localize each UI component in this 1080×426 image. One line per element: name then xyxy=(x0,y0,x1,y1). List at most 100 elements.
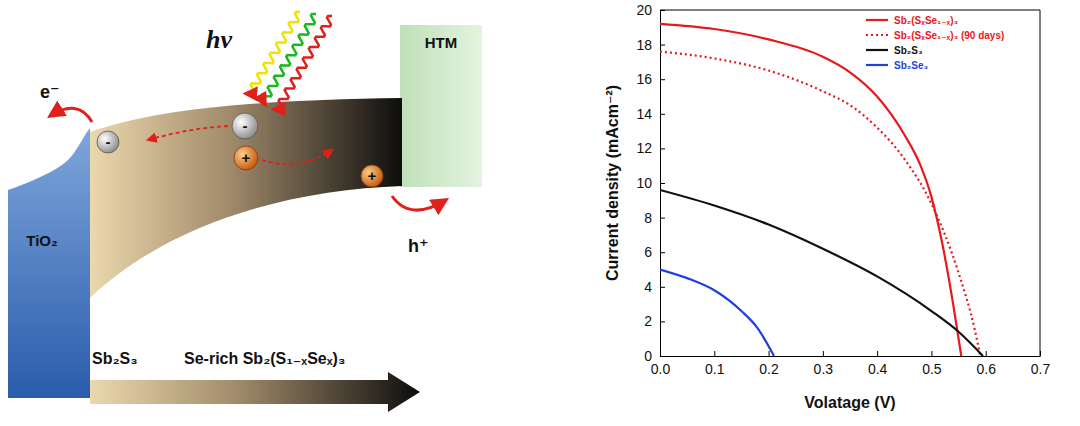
tick-label: 18 xyxy=(636,37,652,53)
tick-label: 0.6 xyxy=(976,361,996,377)
tick-label: 0.0 xyxy=(651,361,671,377)
tick-label: 6 xyxy=(644,244,652,260)
light-wave xyxy=(274,16,332,109)
tick: 18 xyxy=(636,37,665,53)
hole-label: h⁺ xyxy=(408,236,429,256)
tick-mark xyxy=(1040,351,1041,356)
plot-frame xyxy=(660,10,1040,11)
tick: 4 xyxy=(644,279,665,295)
legend-swatch xyxy=(866,64,888,66)
tick-label: 0.2 xyxy=(759,361,779,377)
tick-label: 0.4 xyxy=(868,361,888,377)
legend-swatch xyxy=(866,19,888,21)
x-axis: 0.0 0.1 0.2 0.3 0.4 0.5 0.6 0.7 xyxy=(651,351,1051,377)
y-axis: 0 2 4 6 8 10 12 14 16 18 20 xyxy=(636,2,665,364)
tick-label: 0.1 xyxy=(705,361,725,377)
tick: 0.4 xyxy=(868,351,888,377)
tick: 20 xyxy=(636,2,665,18)
tick-mark xyxy=(769,351,770,356)
tick-mark xyxy=(660,183,665,184)
legend-swatch xyxy=(866,49,888,51)
tick-label: 12 xyxy=(636,140,652,156)
series-line xyxy=(660,270,774,357)
electron-extraction xyxy=(50,108,92,122)
tick-mark xyxy=(660,356,665,357)
gradient-arrow xyxy=(90,372,420,412)
plot-lines xyxy=(660,24,983,356)
y-axis-title: Current density (mAcm⁻²) xyxy=(604,85,621,281)
tick-label: 20 xyxy=(636,2,652,18)
hole-extraction xyxy=(392,196,446,210)
tick-mark xyxy=(660,321,665,322)
tick-mark xyxy=(660,114,665,115)
htm-label: HTM xyxy=(425,34,458,51)
tick: 0.3 xyxy=(814,351,834,377)
legend: Sb₂(SₓSe₁₋ₓ)₃ Sb₂(SₓSe₁₋ₓ)₃ (90 days) Sb₂S… xyxy=(866,15,1004,71)
tick: 0.6 xyxy=(976,351,996,377)
electron-sign: - xyxy=(106,133,111,150)
tick: 0.2 xyxy=(759,351,779,377)
tick-mark xyxy=(660,79,665,80)
tick: 0.5 xyxy=(922,351,942,377)
tick-label: 0 xyxy=(644,348,652,364)
tick-mark xyxy=(714,351,715,356)
tick: 0.1 xyxy=(705,351,725,377)
gradient-end-label: Se-rich Sb₂(S₁₋ₓSeₓ)₃ xyxy=(184,350,345,367)
electron-path xyxy=(148,126,228,140)
hole-path xyxy=(262,150,332,164)
tick: 10 xyxy=(636,175,665,191)
tick-label: 10 xyxy=(636,175,652,191)
tick-mark xyxy=(986,351,987,356)
band-diagram: TiO₂ HTM hν - - + + e⁻ h⁺ Sb₂S₃ Se-rich Sb₂(S₁₋ₓSe… xyxy=(8,12,482,412)
tick-label: 0.5 xyxy=(922,361,942,377)
electron xyxy=(97,131,119,153)
tio2-block xyxy=(8,128,90,398)
light-label: hν xyxy=(206,25,232,54)
htm-block xyxy=(400,25,482,187)
tick-label: 4 xyxy=(644,279,652,295)
gradient-start-label: Sb₂S₃ xyxy=(92,350,138,367)
jv-chart: 0.0 0.1 0.2 0.3 0.4 0.5 0.6 0.7 0 2 4 6 8 10 12 14 16 18 2… xyxy=(604,2,1050,411)
x-axis-title: Volatage (V) xyxy=(804,394,895,411)
tick: 6 xyxy=(644,244,665,260)
tick-label: 8 xyxy=(644,210,652,226)
tick-mark xyxy=(660,10,665,11)
electron xyxy=(232,113,258,139)
legend-label: Sb₂(SₓSe₁₋ₓ)₃ (90 days) xyxy=(894,30,1004,41)
plot-frame xyxy=(1040,10,1041,356)
series-line xyxy=(660,190,983,356)
tick-label: 0.3 xyxy=(814,361,834,377)
legend-label: Sb₂Se₃ xyxy=(894,60,928,71)
tick-mark xyxy=(931,351,932,356)
tick: 14 xyxy=(636,106,665,122)
axis-line xyxy=(661,356,1041,357)
light-wave xyxy=(262,14,316,105)
tick-label: 2 xyxy=(644,313,652,329)
tio2-label: TiO₂ xyxy=(26,232,57,249)
hole-sign: + xyxy=(242,149,251,166)
figure: TiO₂ HTM hν - - + + e⁻ h⁺ Sb₂S₃ Se-rich Sb₂(S₁₋ₓSe… xyxy=(0,0,1080,426)
tick-mark xyxy=(877,351,878,356)
tick-mark xyxy=(660,218,665,219)
tick: 8 xyxy=(644,210,665,226)
tick-mark xyxy=(660,287,665,288)
tick-label: 16 xyxy=(636,71,652,87)
hole xyxy=(361,165,383,187)
absorber-band xyxy=(90,98,402,298)
electron-sign: - xyxy=(243,117,248,134)
legend-label: Sb₂S₃ xyxy=(894,45,923,56)
tick: 0 xyxy=(644,348,665,364)
hole xyxy=(234,146,258,170)
tick: 16 xyxy=(636,71,665,87)
tick-mark xyxy=(660,148,665,149)
tick-label: 14 xyxy=(636,106,652,122)
series-line xyxy=(660,24,961,356)
electron-label: e⁻ xyxy=(40,82,60,102)
hole-sign: + xyxy=(368,167,377,184)
tick: 2 xyxy=(644,313,665,329)
tick-mark xyxy=(823,351,824,356)
legend-swatch xyxy=(866,34,888,36)
legend-label: Sb₂(SₓSe₁₋ₓ)₃ xyxy=(894,15,959,26)
tick-label: 0.7 xyxy=(1031,361,1051,377)
tick: 0.7 xyxy=(1031,351,1051,377)
